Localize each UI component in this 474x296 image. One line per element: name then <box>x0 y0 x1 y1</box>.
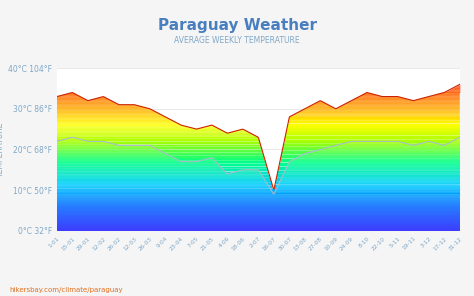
Text: Paraguay Weather: Paraguay Weather <box>157 18 317 33</box>
Y-axis label: TEMPERATURE: TEMPERATURE <box>0 122 5 177</box>
Text: AVERAGE WEEKLY TEMPERATURE: AVERAGE WEEKLY TEMPERATURE <box>174 36 300 44</box>
Text: hikersbay.com/climate/paraguay: hikersbay.com/climate/paraguay <box>9 287 123 293</box>
